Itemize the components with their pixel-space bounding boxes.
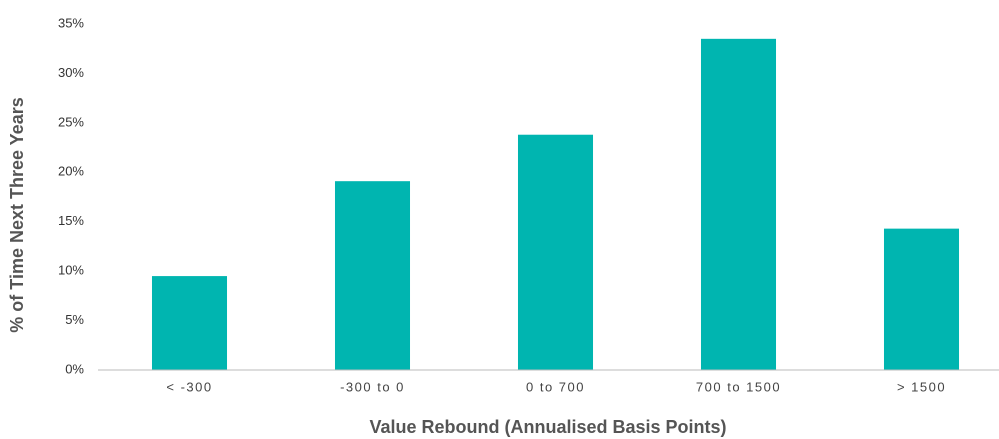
- x-tick-label: -300 to 0: [340, 379, 405, 394]
- y-tick-label: 20%: [58, 164, 84, 179]
- x-tick-label: < -300: [166, 379, 212, 394]
- x-tick-label: 0 to 700: [526, 379, 585, 394]
- bar: [151, 276, 228, 370]
- x-tick-label: 700 to 1500: [696, 379, 781, 394]
- y-tick-label: 15%: [58, 213, 84, 228]
- bar: [700, 38, 777, 370]
- y-tick-label: 25%: [58, 114, 84, 129]
- bar: [883, 228, 960, 370]
- bar: [517, 134, 594, 370]
- x-tick-label: > 1500: [897, 379, 946, 394]
- y-tick-label: 35%: [58, 15, 84, 30]
- x-axis-title: Value Rebound (Annualised Basis Points): [369, 417, 726, 437]
- y-tick-label: 10%: [58, 263, 84, 278]
- y-axis-title: % of Time Next Three Years: [7, 97, 27, 332]
- y-tick-label: 0%: [65, 361, 84, 376]
- y-tick-label: 5%: [65, 312, 84, 327]
- y-tick-label: 30%: [58, 65, 84, 80]
- bar: [334, 181, 411, 370]
